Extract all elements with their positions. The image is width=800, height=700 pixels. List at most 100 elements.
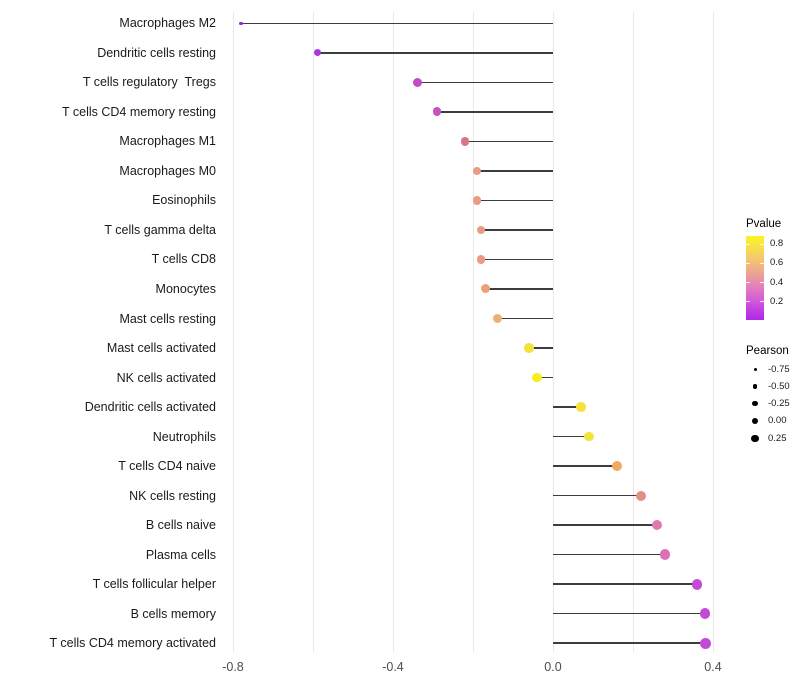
lollipop-dot (691, 578, 703, 590)
lollipop-dot (524, 343, 534, 353)
x-axis-tick-label: -0.8 (222, 660, 244, 674)
lollipop-stem (553, 465, 617, 467)
lollipop-stem (553, 583, 697, 585)
lollipop-stem (553, 612, 705, 615)
lollipop-dot (313, 49, 321, 57)
pvalue-tick-mark (760, 301, 764, 303)
row-label: T cells CD4 memory resting (62, 104, 216, 119)
lollipop-dot (239, 21, 243, 25)
row-label: Monocytes (155, 281, 216, 296)
lollipop-stem (481, 258, 553, 261)
lollipop-stem (477, 170, 553, 172)
lollipop-dot (460, 136, 470, 146)
lollipop-dot (412, 77, 422, 87)
pvalue-colorbar (746, 236, 764, 320)
pearson-legend-dot (753, 367, 757, 371)
row-label: T cells CD4 memory activated (49, 636, 217, 651)
x-gridline (552, 12, 554, 652)
pvalue-tick-mark (746, 243, 750, 245)
row-label: T cells gamma delta (104, 222, 216, 237)
lollipop-stem (497, 317, 553, 320)
lollipop-dot (476, 255, 486, 264)
pearson-legend-dot (751, 434, 759, 442)
pvalue-tick-label: 0.8 (770, 238, 784, 249)
row-label: T cells CD4 naive (118, 459, 216, 474)
lollipop-stem (241, 22, 553, 25)
lollipop-stem (477, 199, 553, 202)
row-label: Macrophages M2 (119, 16, 216, 31)
lollipop-dot (636, 490, 646, 501)
lollipop-dot (492, 314, 502, 323)
lollipop-dot (476, 225, 486, 235)
lollipop-dot (432, 107, 442, 117)
lollipop-dot (651, 519, 663, 531)
lollipop-stem (485, 288, 553, 290)
pvalue-tick-mark (760, 243, 764, 245)
lollipop-dot (699, 608, 711, 620)
pvalue-tick-label: 0.4 (770, 276, 784, 288)
x-gridline (472, 12, 474, 652)
lollipop-stem (553, 642, 705, 644)
lollipop-dot (472, 196, 482, 205)
x-axis-tick-label: 0.0 (544, 660, 562, 674)
row-label: Dendritic cells resting (97, 45, 216, 60)
lollipop-dot (659, 549, 671, 560)
x-gridline (312, 12, 314, 652)
row-label: Macrophages M1 (119, 134, 216, 149)
pearson-legend-label: -0.75 (768, 363, 790, 375)
lollipop-stem (553, 435, 589, 438)
pearson-legend-label: 0.25 (768, 432, 787, 444)
row-label: Macrophages M0 (119, 163, 216, 178)
pvalue-tick-mark (746, 301, 750, 303)
pvalue-tick-mark (746, 262, 750, 264)
pearson-legend-dot (751, 417, 759, 425)
row-label: Mast cells resting (119, 311, 216, 326)
lollipop-stem (553, 524, 657, 526)
x-gridline (632, 12, 634, 652)
row-label: Plasma cells (145, 547, 216, 562)
pearson-legend-dot (752, 400, 758, 407)
lollipop-stem (437, 111, 553, 113)
lollipop-stem (529, 347, 553, 349)
lollipop-stem (553, 553, 665, 556)
pvalue-tick-mark (760, 262, 764, 264)
lollipop-stem (465, 140, 553, 143)
lollipop-dot (472, 166, 482, 176)
x-gridline (232, 12, 234, 652)
row-label: Dendritic cells activated (84, 400, 216, 415)
row-label: T cells follicular helper (92, 577, 216, 592)
lollipop-stem (537, 376, 553, 379)
pearson-legend-label: 0.00 (768, 415, 787, 427)
x-axis-tick-label: 0.4 (704, 660, 722, 674)
lollipop-stem (417, 81, 553, 84)
row-label: NK cells activated (116, 370, 216, 385)
pearson-legend-label: -0.50 (768, 380, 790, 392)
row-label: T cells regulatory Tregs (82, 75, 216, 90)
lollipop-dot (532, 372, 542, 383)
row-label: NK cells resting (129, 488, 216, 503)
pearson-legend-title: Pearson (746, 345, 789, 357)
pvalue-tick-label: 0.2 (770, 295, 784, 307)
row-label: Mast cells activated (106, 341, 216, 356)
row-label: T cells CD8 (151, 252, 216, 267)
pvalue-legend-title: Pvalue (746, 218, 782, 230)
lollipop-dot (699, 637, 711, 649)
lollipop-dot (480, 284, 490, 294)
pvalue-tick-mark (760, 282, 764, 284)
lollipop-dot (612, 461, 622, 472)
lollipop-stem (553, 494, 641, 497)
lollipop-stem (553, 406, 581, 408)
row-label: B cells memory (130, 606, 216, 621)
x-axis-tick-label: -0.4 (382, 660, 404, 674)
x-gridline (392, 12, 394, 652)
lollipop-stem (317, 52, 553, 54)
lollipop-dot (576, 402, 586, 412)
row-label: Neutrophils (152, 429, 216, 444)
pearson-legend-dot (752, 383, 758, 389)
pvalue-tick-mark (746, 282, 750, 284)
row-label: Eosinophils (152, 193, 216, 208)
pvalue-tick-label: 0.6 (770, 257, 784, 269)
row-label: B cells naive (145, 518, 216, 533)
lollipop-dot (584, 431, 594, 442)
